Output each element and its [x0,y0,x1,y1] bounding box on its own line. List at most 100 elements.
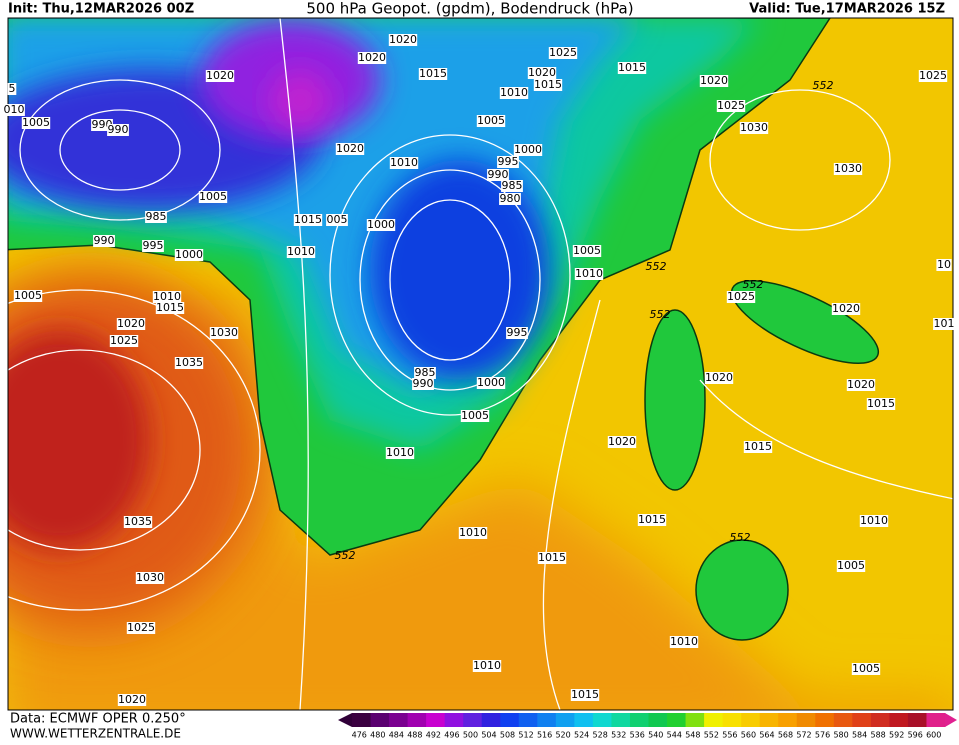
colorbar-label: 496 [444,731,459,740]
label-box [155,302,185,314]
isobar-label: 990 [488,168,509,181]
colorbar-cell [648,713,668,727]
label-box [107,124,129,136]
colorbar-label: 524 [574,731,589,740]
label-box [366,219,396,231]
isobar-label: 1005 [852,662,880,675]
colorbar-label: 584 [852,731,867,740]
map-title: 500 hPa Geopot. (gpdm), Bodendruck (hPa) [306,0,633,18]
isobar-label: 5 [9,82,16,95]
isobar-label: 1010 [500,86,528,99]
colorbar-label: 572 [796,731,811,740]
label-box [833,163,863,175]
colorbar-cell [352,713,372,727]
isobar-label: 1020 [705,371,733,384]
label-box [533,79,563,91]
label-box [152,291,182,303]
colorbar-arrow-left [338,713,352,727]
isobar-label: 1015 [618,61,646,74]
colorbar-cell [722,713,742,727]
colorbar: 476 480 484 488 492 496 500 504 508 512 516 520 524 5… [338,713,957,740]
colorbar-cell [500,713,520,727]
label-box [506,327,528,339]
isobar-label: 1025 [727,290,755,303]
label-box [527,67,557,79]
isobar-label: 1010 [287,245,315,258]
map-frame [7,17,954,711]
isobar-label: 990 [108,123,129,136]
label-box [174,249,204,261]
isobar-label: 1035 [175,356,203,369]
isobar-label: 1015 [419,67,447,80]
label-box [537,552,567,564]
colorbar-label: 500 [463,731,478,740]
isobar-label: 1020 [700,74,728,87]
colorbar-cell [778,713,798,727]
isobar-label: 1015 [538,551,566,564]
isobar-label: 985 [502,179,523,192]
label-box [389,157,419,169]
label-box [918,70,948,82]
colorbar-cell [685,713,705,727]
colorbar-label: 476 [352,731,367,740]
label-box [458,527,488,539]
isobar-label: 1010 [670,635,698,648]
label-box [174,357,204,369]
isobar-label: 1005 [573,244,601,257]
colorbar-cell [667,713,687,727]
isobar-label: 995 [498,155,519,168]
colorbar-cell [592,713,612,727]
colorbar-cell [463,713,483,727]
isobar-label: 1000 [477,376,505,389]
colorbar-cell [611,713,631,727]
isobar-label: 1030 [210,326,238,339]
isobar-label: 1005 [22,116,50,129]
label-box [607,436,637,448]
isobar-label: 1000 [175,248,203,261]
label-box [866,398,896,410]
label-box [739,122,769,134]
colorbar-label: 516 [537,731,552,740]
isobar-label: 1025 [549,46,577,59]
label-box [335,143,365,155]
label-box [831,303,861,315]
colorbar-cell [481,713,501,727]
colorbar-label: 576 [815,731,830,740]
label-box [574,268,604,280]
colorbar-cell [555,713,575,727]
label-box [572,245,602,257]
colorbar-label: 588 [871,731,886,740]
isobar-label: 552 [650,308,671,321]
isobar-label: 1015 [156,301,184,314]
isobar-label: 101 [934,317,955,330]
colorbar-label: 480 [370,731,385,740]
label-box [513,144,543,156]
isobar-label: 010 [4,103,25,116]
isobar-label: 980 [500,192,521,205]
isobar-label: 1005 [477,114,505,127]
isobar-label: 1015 [571,688,599,701]
label-box [123,516,153,528]
colorbar-cell [870,713,890,727]
isobar-labels: 1020102010151020102510151020101510101020… [3,33,955,706]
isobar-label: 1010 [473,659,501,672]
label-box [716,100,746,112]
label-box [388,34,418,46]
label-box [93,235,115,247]
colorbar-cell [426,713,446,727]
colorbar-cell [537,713,557,727]
valid-time: Valid: Tue,17MAR2026 15Z [749,2,945,17]
label-box [21,117,51,129]
label-box [499,193,521,205]
colorbar-cell [852,713,872,727]
label-box [357,52,387,64]
label-box [936,259,952,271]
data-source: Data: ECMWF OPER 0.250° [10,712,186,727]
colorbar-label: 548 [685,731,700,740]
colorbar-cell [574,713,594,727]
label-box [501,180,523,192]
isobar-label: 10 [937,258,951,271]
isobar-label: 1010 [390,156,418,169]
colorbar-cell [704,713,724,727]
